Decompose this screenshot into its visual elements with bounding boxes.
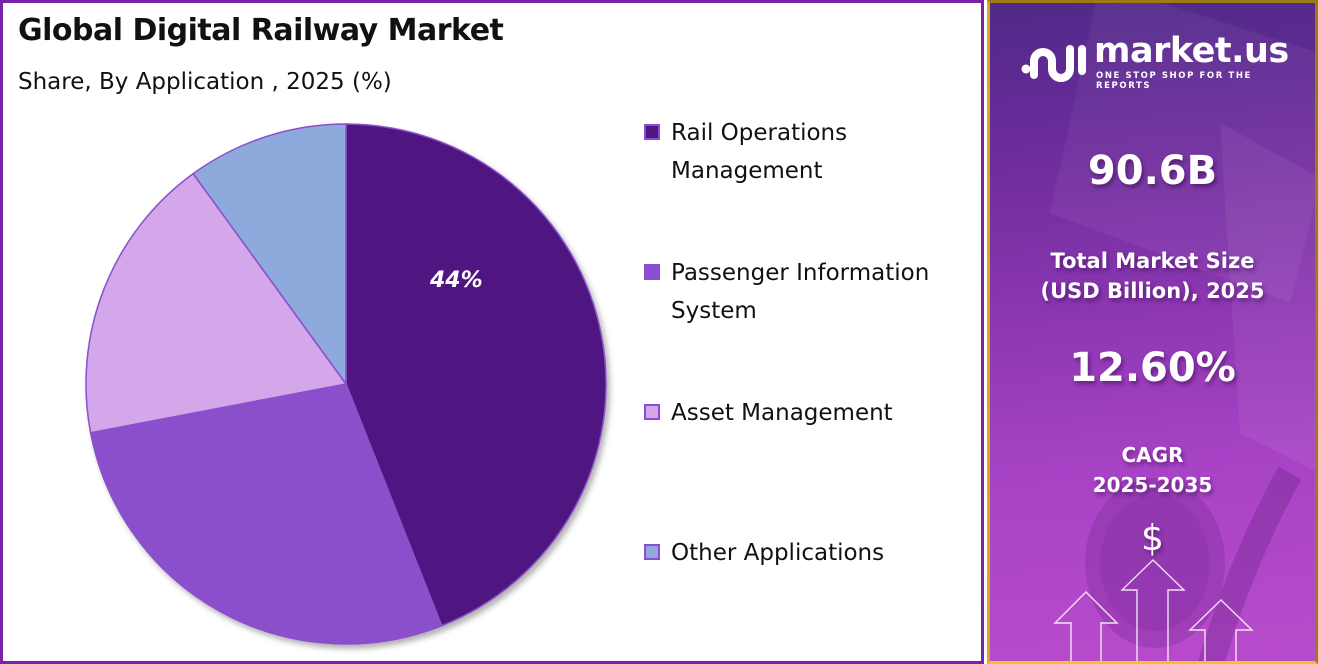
brand-name: market.us xyxy=(1094,31,1289,71)
pie-slice-asset-management xyxy=(85,172,348,434)
market-size-caption: Total Market Size (USD Billion), 2025 xyxy=(1040,249,1265,303)
pie-slice-rail-operations xyxy=(345,123,607,627)
legend-swatch xyxy=(644,124,660,140)
background-decoration xyxy=(1050,3,1315,661)
pie-slice-other-applications xyxy=(192,123,347,387)
cagr-value: 12.60% xyxy=(1069,345,1236,391)
summary-panel: market.us ONE STOP SHOP FOR THE REPORTS … xyxy=(987,0,1318,664)
pie-chart-svg xyxy=(85,123,607,645)
legend-swatch xyxy=(644,404,660,420)
brand-tagline: ONE STOP SHOP FOR THE REPORTS xyxy=(1096,71,1252,91)
legend-label: Asset Management xyxy=(671,400,893,426)
legend-label: Other Applications xyxy=(671,540,885,566)
cagr-caption: CAGR 2025-2035 xyxy=(1092,443,1213,497)
market-size-value: 90.6B xyxy=(1087,148,1218,194)
chart-title: Global Digital Railway Market xyxy=(18,13,504,48)
legend-label: Rail Operations Management xyxy=(671,120,848,184)
brand-logo: market.us ONE STOP SHOP FOR THE REPORTS xyxy=(1020,31,1300,91)
dollar-icon: $ xyxy=(1141,518,1164,559)
growth-arrows-icon xyxy=(1053,559,1254,661)
legend-swatch xyxy=(644,544,660,560)
chart-subtitle: Share, By Application , 2025 (%) xyxy=(18,69,392,95)
legend-swatch xyxy=(644,264,660,280)
legend-label: Passenger Information System xyxy=(671,260,930,324)
market-us-logo-icon xyxy=(1021,45,1086,82)
pie-chart: 44% xyxy=(85,123,607,645)
pie-slice-passenger-information xyxy=(89,383,443,645)
pie-slice-label-rail-operations: 44% xyxy=(430,268,483,293)
